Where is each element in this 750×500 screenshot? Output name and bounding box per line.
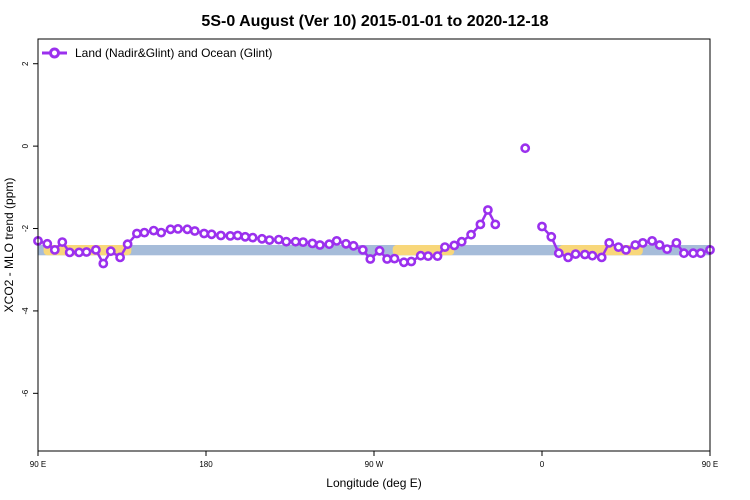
series-0-point-31 [290, 236, 301, 247]
y-axis: 2 0 -2 -4 -6 [21, 61, 38, 397]
series-0-point-66 [613, 242, 624, 252]
series-0-point-75 [688, 248, 699, 259]
series-0-point-57 [537, 221, 547, 232]
x-axis: 90 E 180 90 W 0 90 E [30, 451, 718, 469]
series-0-point-2 [49, 244, 60, 255]
series-0-point-48 [432, 251, 443, 261]
legend: Land (Nadir&Glint) and Ocean (Glint) [42, 46, 272, 60]
series-0-point-21 [206, 229, 217, 240]
series-0-point-53 [475, 219, 486, 230]
series-0-point-14 [148, 225, 159, 236]
series-0-point-44 [398, 257, 409, 268]
series-0-point-22 [215, 230, 226, 241]
y-axis-label: XCO2 - MLO trend (ppm) [2, 178, 16, 313]
series-0-point-25 [240, 231, 251, 242]
series-0-point-43 [389, 253, 400, 264]
series-0-point-9 [105, 246, 116, 257]
series-0-point-64 [596, 252, 607, 263]
series-0-point-4 [64, 247, 75, 258]
series-0-point-67 [621, 244, 631, 255]
series-0-point-1 [42, 238, 53, 249]
y-tick-label-3: -4 [21, 307, 30, 315]
series-0-point-7 [91, 244, 101, 255]
x-tick-label-1: 180 [199, 460, 213, 469]
ocean-band [38, 245, 710, 256]
series-0-point-18 [182, 224, 193, 235]
series-0-point-6 [81, 247, 92, 257]
series-0-point-15 [156, 227, 167, 238]
y-tick-label-1: 0 [21, 143, 30, 148]
series-0-point-30 [281, 236, 292, 247]
series-0-point-34 [314, 240, 325, 250]
series-0-point-26 [247, 232, 258, 243]
series-0-point-51 [456, 236, 467, 247]
series-0-point-38 [348, 240, 359, 251]
series-0-point-39 [357, 244, 368, 255]
x-tick-label-4: 90 E [702, 460, 718, 469]
series-0-point-59 [553, 248, 564, 259]
series-0-point-69 [637, 237, 648, 248]
series-0-point-74 [679, 248, 689, 259]
series-0-point-76 [695, 248, 706, 259]
series-0-point-40 [365, 254, 376, 264]
series-0-point-54 [482, 205, 493, 215]
series-0-point-50 [449, 240, 460, 251]
series-0-point-70 [647, 235, 657, 246]
series-0-point-37 [341, 238, 351, 249]
series-0-point-49 [439, 242, 450, 252]
series-0-point-62 [580, 249, 590, 260]
series-0-point-27 [257, 233, 267, 244]
series-0-point-16 [165, 224, 176, 235]
series-0-point-71 [654, 240, 665, 250]
series-0-point-8 [98, 258, 109, 269]
x-tick-label-3: 0 [540, 460, 545, 469]
series-0-point-20 [199, 228, 209, 239]
series-0-point-28 [264, 235, 275, 245]
series-0-point-35 [324, 239, 335, 250]
series-0-point-17 [173, 223, 183, 234]
series-0-point-60 [563, 252, 573, 263]
series-0-point-41 [374, 245, 385, 256]
series-0-point-65 [604, 237, 615, 248]
series-0-point-29 [273, 234, 284, 245]
series-0-point-33 [307, 238, 318, 249]
series-0-point-52 [466, 229, 476, 240]
x-tick-label-0: 90 E [30, 460, 46, 469]
series-0-point-58 [546, 231, 557, 242]
x-tick-label-2: 90 W [365, 460, 384, 469]
series-0-point-36 [331, 235, 342, 246]
legend-marker [49, 47, 60, 59]
series-0-point-68 [630, 240, 641, 250]
x-axis-label: Longitude (deg E) [326, 476, 421, 490]
legend-label: Land (Nadir&Glint) and Ocean (Glint) [75, 46, 272, 60]
series-0-point-19 [189, 226, 200, 236]
series-0-point-32 [298, 237, 308, 247]
series-0-point-10 [115, 252, 125, 263]
series-0-point-55 [490, 219, 501, 230]
y-tick-label-4: -6 [21, 389, 30, 397]
y-tick-label-2: -2 [21, 224, 30, 232]
series-0-point-61 [570, 249, 581, 259]
series-layer [33, 143, 715, 269]
series-0-point-56 [520, 143, 531, 154]
series-0-point-12 [131, 228, 142, 239]
series-0-point-24 [232, 230, 243, 241]
series-0-point-3 [57, 237, 68, 247]
series-0-point-63 [587, 250, 598, 261]
series-0-point-13 [139, 227, 150, 238]
series-0-point-73 [671, 237, 682, 248]
series-0-point-47 [423, 251, 433, 261]
series-0-point-45 [406, 256, 417, 267]
y-tick-label-0: 2 [21, 61, 30, 66]
series-0-point-72 [662, 244, 672, 254]
chart-title: 5S-0 August (Ver 10) 2015-01-01 to 2020-… [201, 13, 548, 30]
series-0-point-11 [122, 239, 133, 250]
